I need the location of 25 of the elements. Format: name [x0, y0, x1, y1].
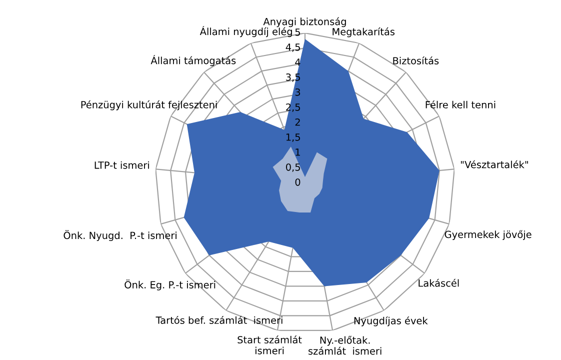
spoke-label: Anyagi biztonság — [263, 17, 346, 28]
y-tick-label: 1,5 — [286, 134, 300, 142]
spoke-label: Gyermekek jövője — [444, 230, 532, 240]
y-tick-label: 5 — [295, 28, 300, 36]
spoke-label: Állami nyugdíj elég — [200, 26, 292, 38]
y-tick-label: 1 — [296, 148, 300, 156]
spoke-label: Megtakarítás — [332, 27, 395, 38]
spoke-label: Lakáscél — [418, 278, 459, 287]
spoke-label: Tartós bef. számlát ismeri — [156, 316, 282, 324]
y-tick-label: 2 — [295, 118, 300, 126]
y-tick-label: 4,5 — [286, 44, 300, 52]
y-tick-label: 0 — [295, 178, 300, 186]
spoke-label: Pénzügyi kultúrát fejleszteni — [81, 100, 217, 110]
y-tick-label: 3 — [295, 88, 300, 96]
spoke-label: Önk. Nyugd. P.-t ismeri — [64, 230, 176, 241]
spoke-label: Biztosítás — [393, 56, 439, 64]
spoke-label: "Vésztartalék" — [460, 160, 528, 168]
spoke-label: Start számlát ismeri — [238, 336, 302, 354]
spoke-label: Félre kell tenni — [426, 100, 496, 108]
spoke-label: LTP-t ismeri — [94, 161, 149, 169]
spoke-label: Állami támogatás — [150, 55, 236, 66]
spoke-label: Önk. Eg. P.-t ismeri — [124, 279, 216, 290]
y-tick-label: 0,5 — [286, 163, 300, 172]
spoke-label: Ny.-előtak. számlát ismeri — [308, 336, 382, 355]
spoke-label: Nyugdíjas évek — [354, 316, 428, 326]
